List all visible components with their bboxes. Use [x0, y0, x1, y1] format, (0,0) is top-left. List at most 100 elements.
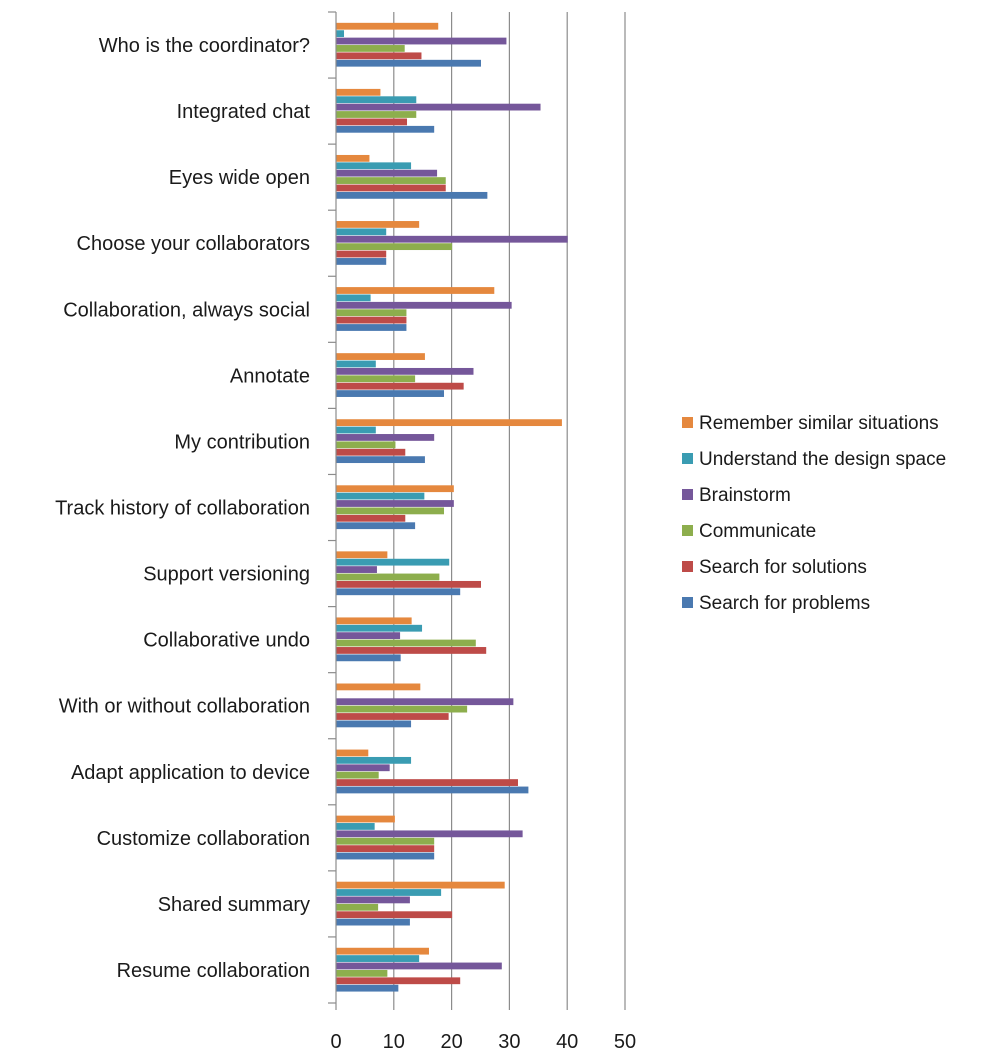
bar [336, 154, 370, 162]
bar [336, 221, 420, 228]
bar [336, 977, 461, 985]
bar [336, 125, 435, 133]
bar [336, 287, 495, 294]
bar [336, 617, 412, 625]
x-tick-label: 20 [440, 1031, 462, 1053]
bar [336, 294, 371, 302]
bar [336, 22, 439, 30]
bar [336, 984, 399, 992]
bar [336, 45, 405, 52]
category-label: Adapt application to device [71, 762, 310, 784]
bar [336, 324, 407, 331]
bar [336, 522, 416, 530]
legend-label: Brainstorm [699, 485, 791, 506]
bar [336, 911, 453, 919]
bar [336, 903, 379, 911]
bar [336, 514, 406, 522]
category-label: Customize collaboration [97, 828, 310, 850]
bar [336, 588, 461, 596]
legend-swatch [682, 489, 693, 500]
axes [328, 11, 626, 1010]
bar [336, 771, 379, 779]
bar [336, 448, 406, 456]
bar [336, 573, 440, 581]
legend-swatch [682, 597, 693, 608]
bar [336, 88, 381, 96]
bar [336, 258, 387, 265]
bar [336, 654, 401, 662]
bar [336, 96, 417, 104]
legend-label: Search for solutions [699, 557, 867, 578]
bar [336, 250, 387, 258]
bar [336, 382, 464, 390]
bar [336, 713, 449, 720]
x-tick-label: 50 [614, 1031, 636, 1053]
bar [336, 456, 425, 464]
bar [336, 162, 412, 170]
category-labels: Who is the coordinator? Integrated chat Ey… [55, 35, 310, 982]
legend-label: Search for problems [699, 593, 870, 614]
x-tick-label: 40 [556, 1031, 578, 1053]
bar [336, 367, 474, 375]
category-label: Eyes wide open [169, 167, 310, 189]
category-label: Annotate [230, 365, 310, 387]
legend: Remember similar situations Understand th… [682, 413, 946, 614]
bar [336, 955, 420, 962]
bar [336, 228, 387, 236]
bar [336, 551, 388, 559]
category-label: Integrated chat [177, 101, 311, 123]
bar [336, 779, 518, 786]
bar [336, 845, 435, 853]
bar [336, 118, 408, 126]
category-label: Who is the coordinator? [99, 35, 310, 57]
bar [336, 52, 422, 60]
bar [336, 580, 481, 588]
bar [336, 918, 410, 926]
bar [336, 756, 412, 764]
bar [336, 500, 454, 507]
legend-label: Remember similar situations [699, 413, 939, 434]
category-label: Choose your collaborators [77, 233, 310, 255]
bar [336, 434, 435, 441]
bar [336, 837, 435, 845]
legend-label: Understand the design space [699, 449, 946, 470]
bar [336, 558, 450, 566]
bar [336, 243, 453, 251]
bar [336, 360, 376, 368]
bar [336, 426, 376, 434]
category-label: Track history of collaboration [55, 498, 310, 520]
bar [336, 823, 375, 830]
bar [336, 889, 442, 896]
bars [336, 22, 568, 992]
bar [336, 301, 512, 309]
category-label: My contribution [174, 431, 310, 453]
bar [336, 485, 454, 493]
bar [336, 705, 468, 713]
bar [336, 507, 445, 515]
bar [336, 375, 416, 383]
bar [336, 30, 345, 38]
x-tick-label: 30 [498, 1031, 520, 1053]
bar [336, 786, 529, 794]
bar [336, 492, 425, 500]
bar [336, 698, 514, 706]
bar [336, 191, 488, 199]
bar [336, 624, 423, 632]
x-tick-labels: 0 10 20 30 40 50 [330, 1031, 636, 1053]
bar [336, 111, 417, 118]
category-label: Collaborative undo [143, 630, 310, 652]
bar [336, 316, 407, 324]
bar [336, 566, 377, 573]
category-label: Resume collaboration [117, 960, 310, 982]
bar [336, 881, 505, 889]
x-tick-label: 0 [330, 1031, 341, 1053]
bar [336, 184, 446, 192]
bar [336, 37, 507, 45]
legend-swatch [682, 453, 693, 464]
bar [336, 852, 435, 860]
category-label: Support versioning [143, 564, 310, 586]
bar [336, 720, 412, 728]
bar [336, 969, 388, 977]
legend-swatch [682, 417, 693, 428]
category-label: With or without collaboration [59, 696, 310, 718]
